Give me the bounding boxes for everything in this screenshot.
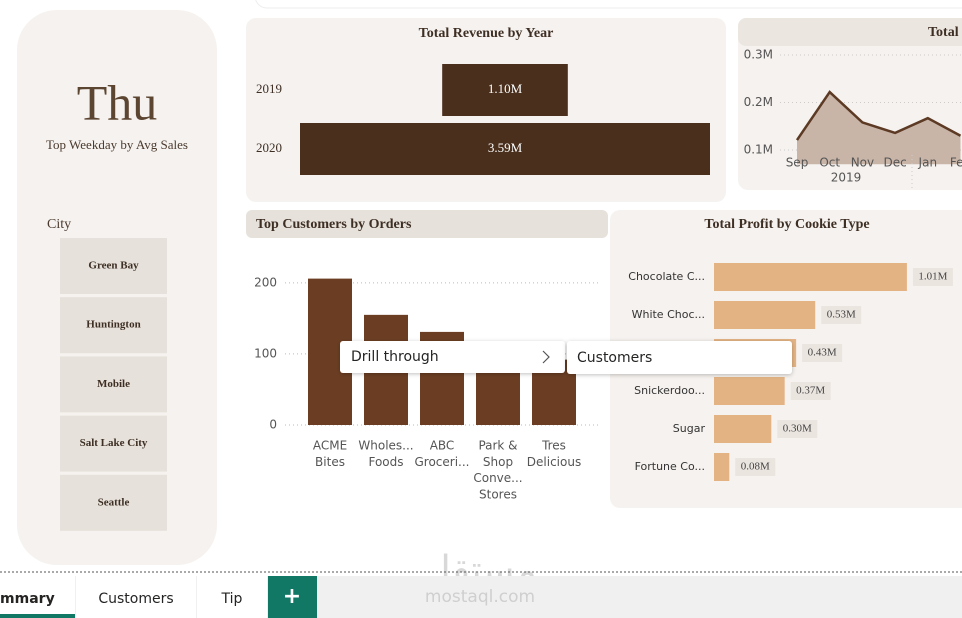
x-tick-label: Foods: [368, 455, 403, 469]
slicer-item-label: Green Bay: [88, 260, 139, 272]
city-slicer: Green Bay Huntington Mobile Salt Lake City S…: [60, 238, 167, 531]
value-label-box: [777, 420, 818, 438]
value-label: 3.59M: [488, 140, 523, 155]
kpi-label: Top Weekday by Avg Sales: [46, 137, 188, 152]
y-tick-label: 200: [254, 275, 277, 289]
value-label: 0.30M: [783, 423, 812, 435]
add-tab-label[interactable]: +: [283, 584, 301, 609]
x-tick-label: ABC: [430, 439, 455, 453]
category-label: Fortune Co...: [635, 460, 705, 473]
value-label-box: [912, 268, 953, 286]
y-tick-label: 0: [269, 418, 277, 432]
x-tick-label: Sep: [786, 156, 809, 170]
submenu-box: [567, 341, 792, 374]
kpi-value: Thu: [77, 74, 158, 130]
menu-item[interactable]: Drill through: [351, 349, 439, 365]
line-card-header: [738, 18, 962, 46]
y-tick-label: 0.3M: [744, 48, 773, 62]
x-tick-label: Oct: [819, 156, 840, 170]
top-card: [255, 0, 962, 9]
x-tick-label: Jan: [918, 156, 938, 170]
menu-box: [340, 341, 565, 373]
x-tick-label: Stores: [479, 487, 517, 501]
x-tick-label: ACME: [313, 439, 347, 453]
x-group-label: 2019: [831, 171, 862, 185]
x-tick-label: Delicious: [527, 455, 581, 469]
value-label: 0.43M: [808, 347, 837, 359]
y-tick-label: 100: [254, 346, 277, 360]
line: [795, 90, 962, 141]
value-label-box: [802, 344, 843, 362]
value-label: 1.01M: [918, 271, 947, 283]
tab[interactable]: [0, 576, 75, 618]
category-label: Snickerdoo...: [634, 384, 705, 397]
x-tick-label: Tres: [541, 439, 566, 453]
tab[interactable]: [76, 576, 196, 618]
value-label-box: [790, 382, 831, 400]
category-label: 2020: [256, 140, 282, 155]
x-tick-label: Bites: [315, 455, 345, 469]
bar: [442, 64, 568, 116]
category-label: Chocolate C...: [628, 270, 705, 283]
slicer-item-label: Seattle: [98, 496, 130, 508]
slicer-item[interactable]: [60, 356, 167, 413]
value-label-box: [735, 458, 776, 476]
value-label: 0.37M: [796, 385, 825, 397]
x-tick-label: Feb: [950, 156, 962, 170]
tab-label[interactable]: Customers: [98, 591, 173, 607]
x-tick-label: Wholes...: [358, 439, 413, 453]
submenu-item[interactable]: Customers: [577, 350, 652, 366]
slicer-item-label: Mobile: [97, 378, 130, 390]
slicer-item[interactable]: [60, 238, 167, 294]
x-tick-label: Conve...: [473, 471, 522, 485]
x-tick-label: Shop: [483, 455, 513, 469]
slicer-item-label: Huntington: [86, 319, 140, 331]
bar: [714, 377, 785, 405]
x-tick-label: Nov: [851, 156, 874, 170]
bar: [714, 263, 907, 291]
tab-label[interactable]: Summary: [0, 591, 55, 607]
y-tick-label: 0.2M: [744, 95, 773, 109]
bar: [714, 301, 816, 329]
bar: [714, 415, 772, 443]
bar: [714, 453, 730, 481]
slicer-item[interactable]: [60, 297, 167, 354]
bar: [300, 123, 710, 175]
x-tick-label: Park &: [478, 439, 517, 453]
watermark: mostaql.com: [425, 587, 535, 607]
chart-title: Top Customers by Orders: [256, 217, 412, 232]
x-tick-label: Groceri...: [414, 455, 469, 469]
chevron: [542, 350, 550, 364]
tab-underline: [0, 614, 75, 618]
chart-title: Total Profit by Cookie Type: [704, 217, 869, 232]
value-label: 0.53M: [827, 309, 856, 321]
slicer-item[interactable]: [60, 474, 167, 531]
tab[interactable]: [197, 576, 267, 618]
add-tab[interactable]: [268, 576, 317, 618]
value-label-box: [821, 306, 862, 324]
x-tick-label: Dec: [883, 156, 906, 170]
context-menu: Drill through Customers: [340, 341, 792, 374]
value-label: 0.08M: [741, 461, 770, 473]
chart-title: Total Revenue by Year: [419, 26, 554, 41]
customers-card-header: [246, 210, 608, 238]
category-label: Sugar: [673, 422, 706, 435]
slicer-item-label: Salt Lake City: [80, 437, 148, 449]
tab-label[interactable]: Tip: [221, 591, 243, 607]
slicer-item[interactable]: [60, 415, 167, 472]
y-tick-label: 0.1M: [744, 143, 773, 157]
category-label: 2019: [256, 81, 282, 96]
value-label: 1.10M: [488, 81, 523, 96]
chart-title: Total: [928, 25, 959, 40]
slicer-title: City: [47, 217, 71, 232]
category-label: White Choc...: [632, 308, 705, 321]
